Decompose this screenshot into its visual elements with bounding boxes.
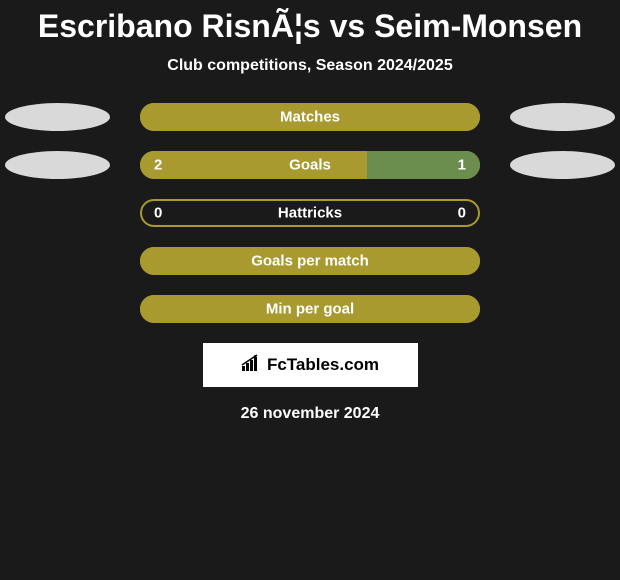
stat-bar: 0 Hattricks 0 bbox=[140, 199, 480, 227]
chart-icon bbox=[241, 354, 263, 377]
subtitle: Club competitions, Season 2024/2025 bbox=[0, 57, 620, 75]
player-ellipse-right bbox=[510, 151, 615, 179]
stat-row: Goals per match bbox=[0, 247, 620, 275]
stat-bar: Goals per match bbox=[140, 247, 480, 275]
stat-label: Goals per match bbox=[251, 253, 369, 270]
stat-label: Goals bbox=[289, 157, 331, 174]
stat-value-right: 0 bbox=[458, 205, 466, 222]
comparison-container: Escribano RisnÃ¦s vs Seim-Monsen Club co… bbox=[0, 0, 620, 423]
player-ellipse-left bbox=[5, 103, 110, 131]
stat-label: Min per goal bbox=[266, 301, 354, 318]
ellipse-placeholder bbox=[5, 199, 110, 227]
ellipse-placeholder bbox=[5, 247, 110, 275]
player-ellipse-left bbox=[5, 151, 110, 179]
bars-section: Matches 2 Goals 1 0 Hattricks 0 Goals per match… bbox=[0, 103, 620, 323]
ellipse-placeholder bbox=[510, 247, 615, 275]
date-text: 26 november 2024 bbox=[0, 405, 620, 423]
stat-row: Matches bbox=[0, 103, 620, 131]
stat-row: Min per goal bbox=[0, 295, 620, 323]
page-title: Escribano RisnÃ¦s vs Seim-Monsen bbox=[0, 8, 620, 45]
ellipse-placeholder bbox=[510, 199, 615, 227]
stat-bar: 2 Goals 1 bbox=[140, 151, 480, 179]
stat-value-left: 0 bbox=[154, 205, 162, 222]
logo-text: FcTables.com bbox=[267, 355, 379, 375]
bar-fill-left bbox=[140, 151, 367, 179]
stat-label: Matches bbox=[280, 109, 340, 126]
stat-value-left: 2 bbox=[154, 157, 162, 174]
ellipse-placeholder bbox=[5, 295, 110, 323]
stat-label: Hattricks bbox=[278, 205, 342, 222]
logo-box: FcTables.com bbox=[203, 343, 418, 387]
ellipse-placeholder bbox=[510, 295, 615, 323]
stat-bar: Min per goal bbox=[140, 295, 480, 323]
stat-value-right: 1 bbox=[458, 157, 466, 174]
logo: FcTables.com bbox=[241, 354, 379, 377]
stat-bar: Matches bbox=[140, 103, 480, 131]
player-ellipse-right bbox=[510, 103, 615, 131]
stat-row: 2 Goals 1 bbox=[0, 151, 620, 179]
stat-row: 0 Hattricks 0 bbox=[0, 199, 620, 227]
